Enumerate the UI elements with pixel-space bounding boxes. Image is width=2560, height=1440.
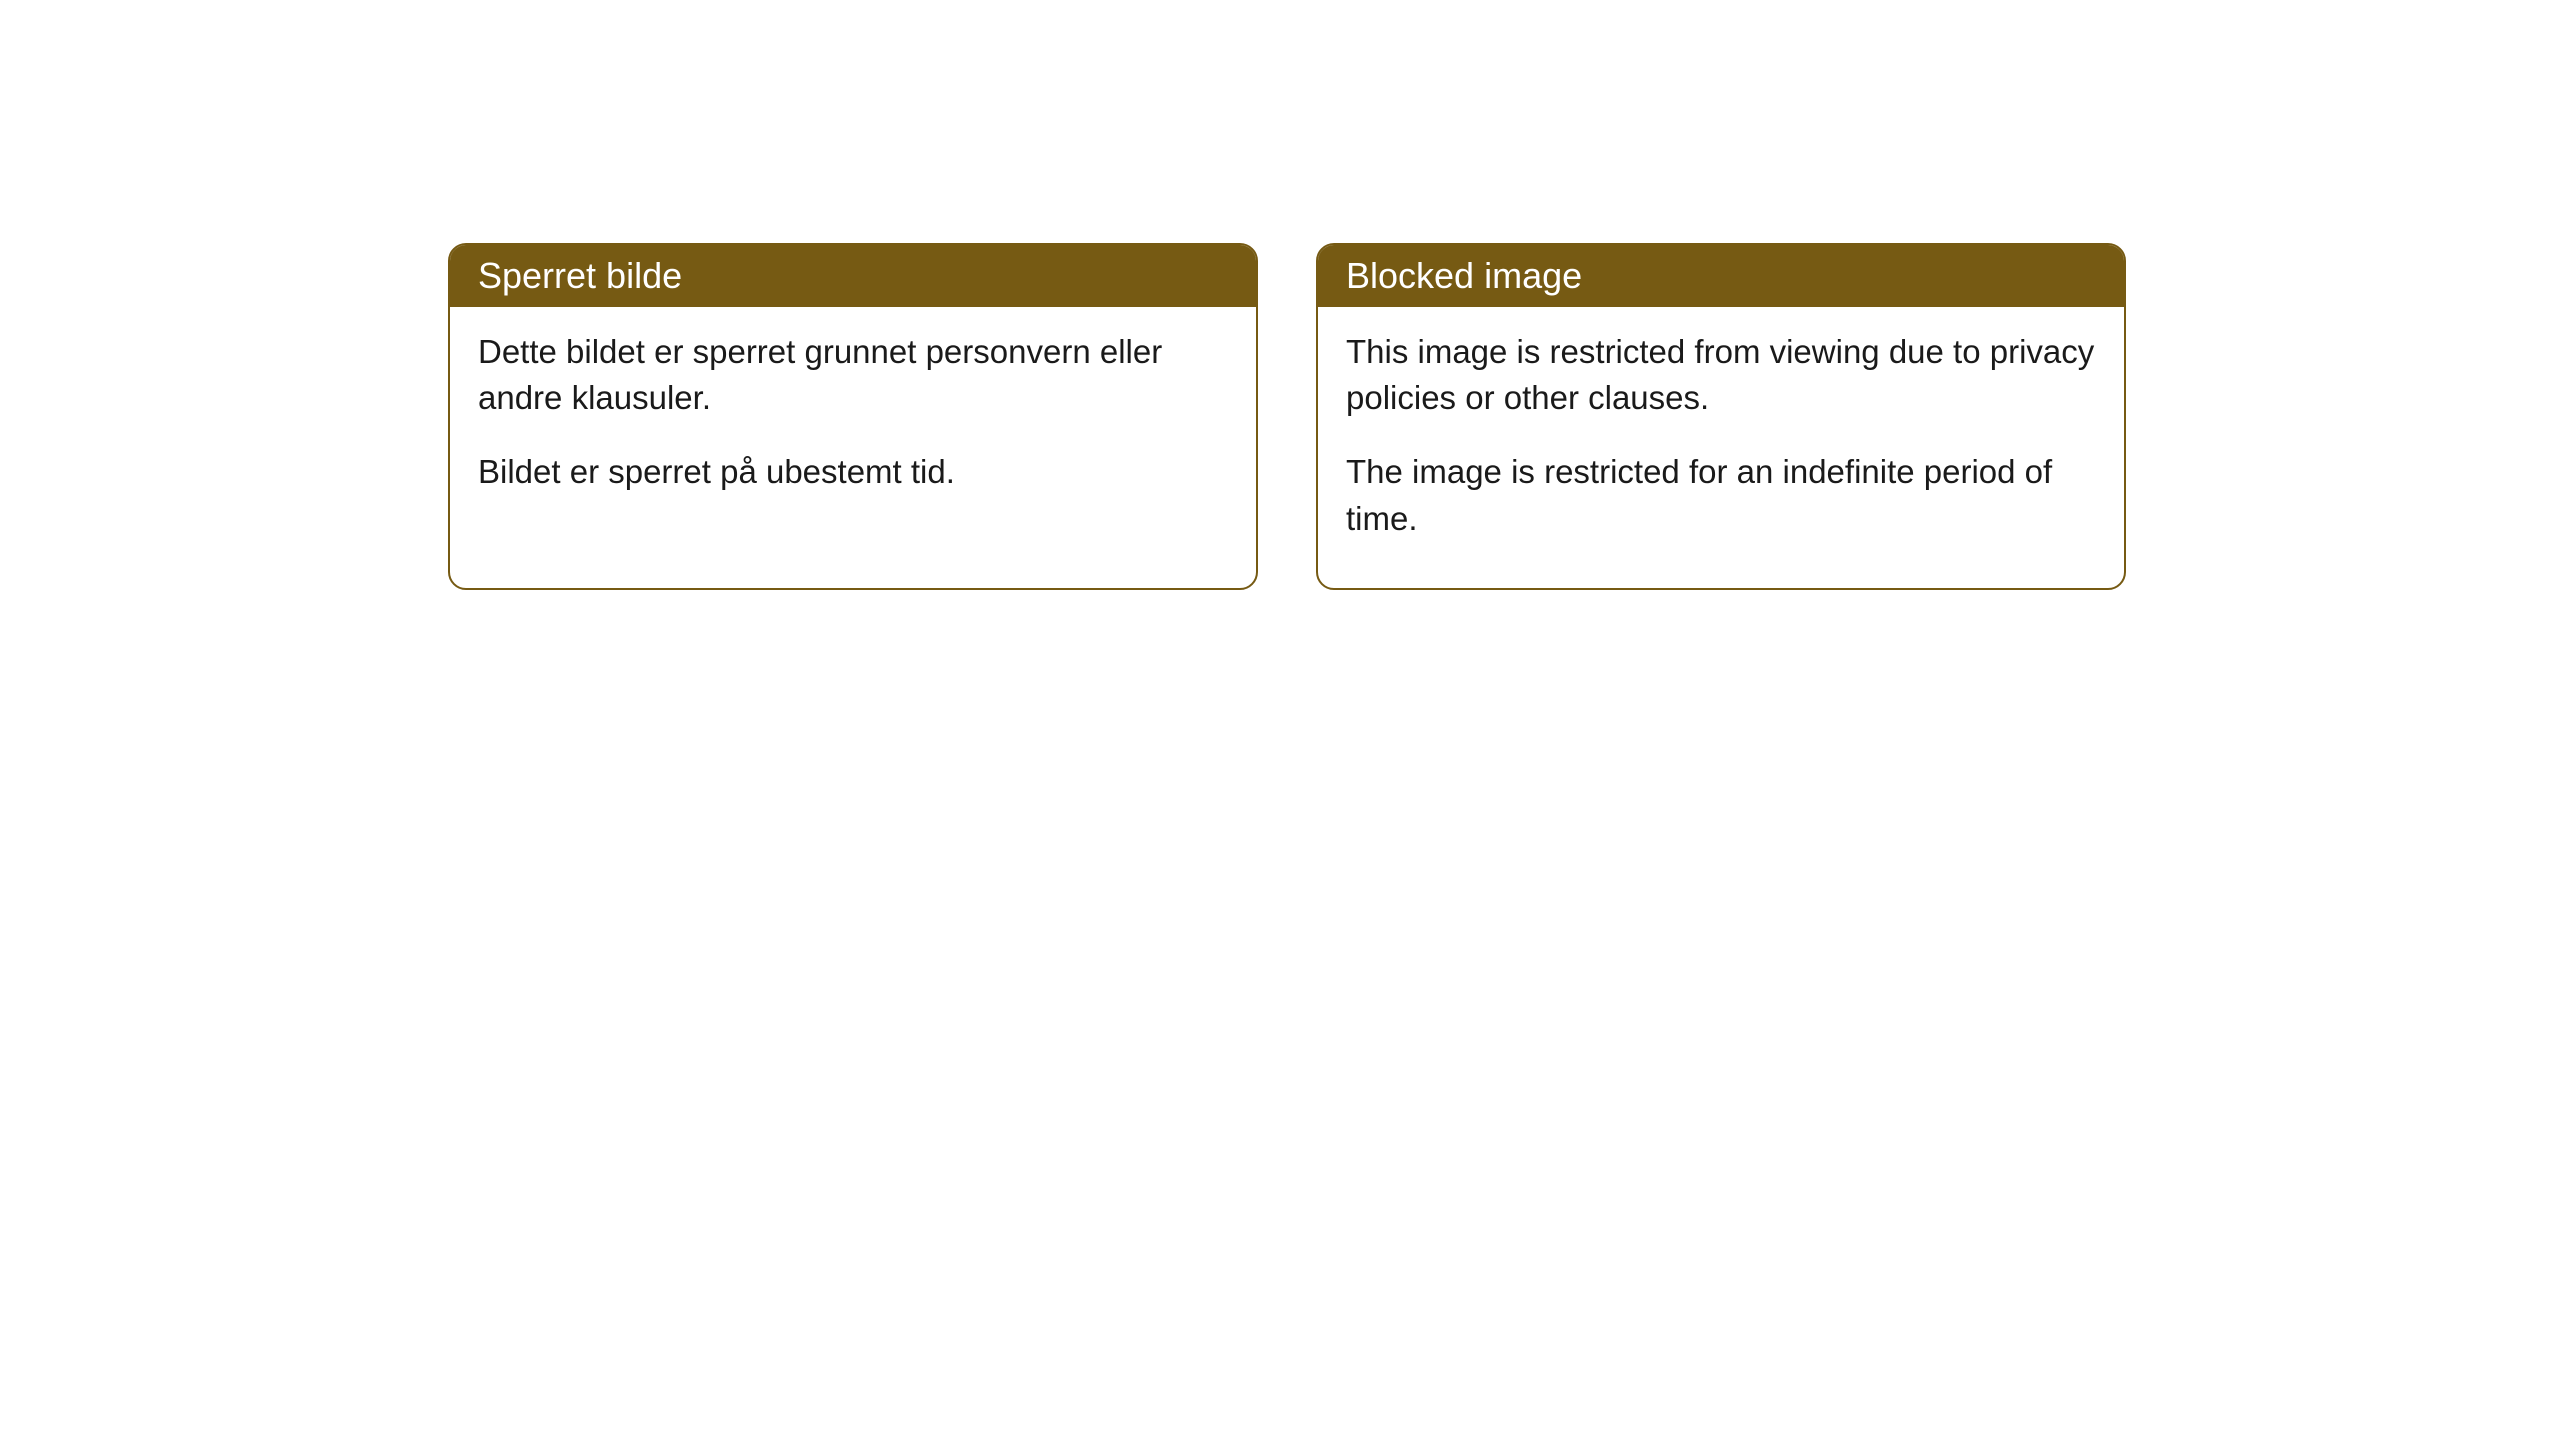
notice-card-english: Blocked image This image is restricted f… (1316, 243, 2126, 590)
notice-title: Sperret bilde (478, 255, 682, 296)
notice-title: Blocked image (1346, 255, 1582, 296)
notice-body-norwegian: Dette bildet er sperret grunnet personve… (450, 307, 1256, 542)
notice-header-english: Blocked image (1318, 245, 2124, 307)
notice-text-line-2: Bildet er sperret på ubestemt tid. (478, 449, 1228, 495)
notice-body-english: This image is restricted from viewing du… (1318, 307, 2124, 588)
notice-text-line-2: The image is restricted for an indefinit… (1346, 449, 2096, 541)
notice-text-line-1: This image is restricted from viewing du… (1346, 329, 2096, 421)
notice-cards-container: Sperret bilde Dette bildet er sperret gr… (448, 243, 2126, 590)
notice-header-norwegian: Sperret bilde (450, 245, 1256, 307)
notice-text-line-1: Dette bildet er sperret grunnet personve… (478, 329, 1228, 421)
notice-card-norwegian: Sperret bilde Dette bildet er sperret gr… (448, 243, 1258, 590)
